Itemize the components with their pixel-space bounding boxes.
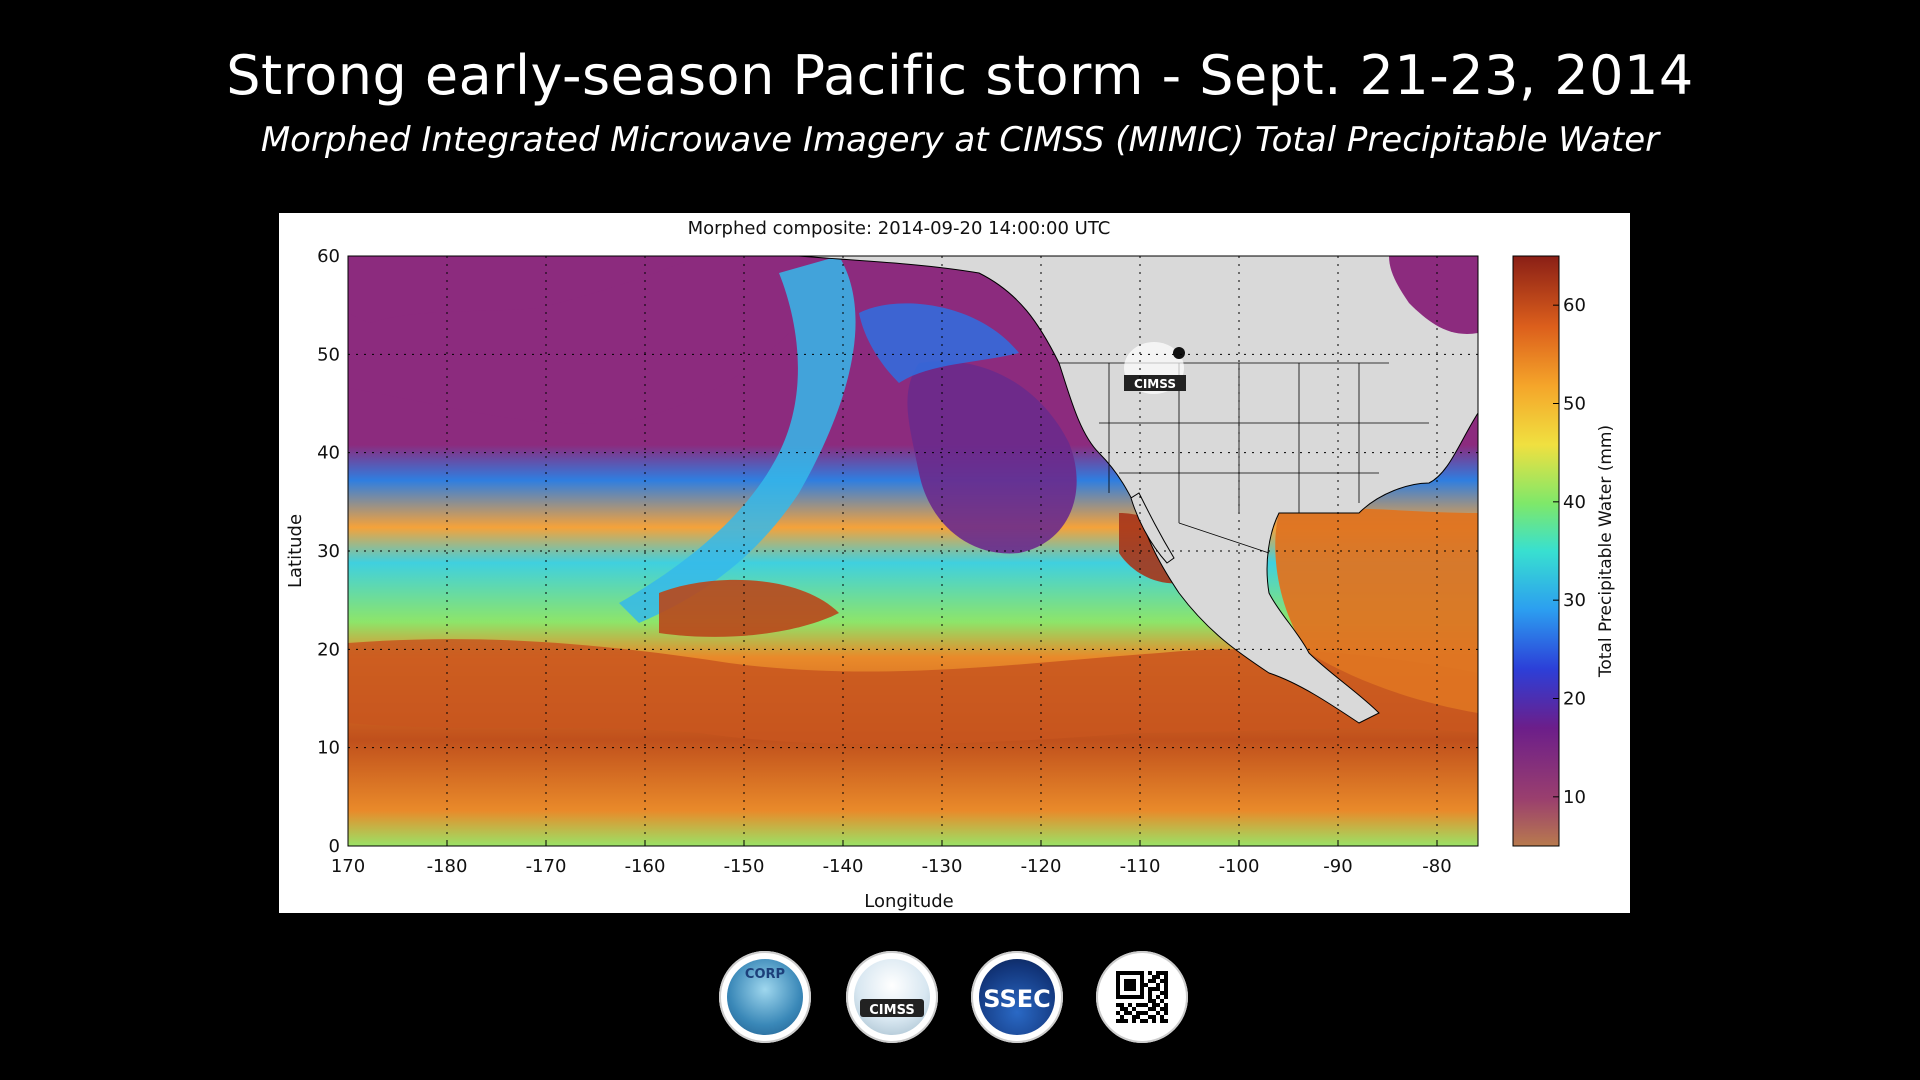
x-tick-label: -100	[1219, 856, 1260, 877]
x-tick-label: -160	[625, 856, 666, 877]
land-north-america	[798, 256, 1478, 724]
moisture-plume	[619, 256, 856, 623]
itcz-moisture	[348, 639, 1478, 745]
colorbar-tick-label: 50	[1563, 394, 1586, 415]
cimss-logo[interactable]: CIMSS	[846, 951, 938, 1043]
colorbar-tick-label: 60	[1563, 295, 1586, 316]
land-baja	[1130, 492, 1175, 564]
qr-code-icon	[1116, 971, 1168, 1023]
y-tick-label: 60	[317, 246, 340, 267]
y-axis-label: Latitude	[285, 514, 306, 588]
colorbar-tick-label: 30	[1563, 590, 1586, 611]
x-tick-label: -150	[724, 856, 765, 877]
y-tick-label: 0	[329, 836, 340, 857]
political-borders	[1059, 362, 1429, 554]
slide-subtitle: Morphed Integrated Microwave Imagery at …	[260, 120, 1660, 160]
colorbar-ticks: 60 50 40 30 20 10	[1553, 295, 1586, 808]
x-tick-label: -140	[823, 856, 864, 877]
logo-bar: CORP CIMSS SSEC	[0, 951, 1920, 1043]
map-title: Morphed composite: 2014-09-20 14:00:00 U…	[688, 218, 1111, 239]
colorbar	[1512, 255, 1560, 847]
longitude-ticks: 170 -180 -170 -160 -150 -140 -130 -120 -110 -100 -…	[331, 840, 1452, 877]
x-tick-label: -170	[526, 856, 567, 877]
x-tick-label: -120	[1021, 856, 1062, 877]
cimss-logo-badge	[854, 959, 930, 1035]
corp-logo[interactable]: CORP	[719, 951, 811, 1043]
alaska-region	[348, 256, 699, 323]
colorbar-tick-label: 40	[1563, 492, 1586, 513]
tpw-map-svg: Morphed composite: 2014-09-20 14:00:00 U…	[285, 218, 1616, 912]
subtropical-moisture	[659, 579, 839, 637]
y-tick-label: 30	[317, 541, 340, 562]
colorbar-tick-label: 10	[1563, 787, 1586, 808]
cimss-logo-band	[860, 999, 924, 1017]
y-tick-label: 40	[317, 443, 340, 464]
map-frame	[347, 255, 1479, 847]
corp-logo-text: CORP	[744, 967, 786, 982]
ssec-logo-badge	[979, 959, 1055, 1035]
x-tick-label: -180	[427, 856, 468, 877]
cimss-watermark: CIMSS	[1124, 342, 1186, 394]
x-tick-label: -130	[922, 856, 963, 877]
x-axis-label: Longitude	[864, 891, 954, 912]
northeast-dry	[1389, 256, 1478, 334]
x-tick-label: -90	[1323, 856, 1352, 877]
map-field: CIMSS	[348, 256, 1478, 846]
ssec-logo[interactable]: SSEC	[971, 951, 1063, 1043]
cimss-logo-text: CIMSS	[869, 1003, 915, 1018]
y-tick-label: 10	[317, 738, 340, 759]
blue-arc	[859, 303, 1019, 383]
x-tick-label: -80	[1422, 856, 1451, 877]
corp-logo-badge	[727, 959, 803, 1035]
x-tick-label: -110	[1120, 856, 1161, 877]
y-tick-label: 50	[317, 344, 340, 365]
watermark-text: CIMSS	[1134, 377, 1176, 391]
colorbar-tick-label: 20	[1563, 689, 1586, 710]
tpw-map-figure: Morphed composite: 2014-09-20 14:00:00 U…	[279, 213, 1630, 913]
ssec-logo-text: SSEC	[983, 985, 1051, 1013]
gulf-moisture	[1275, 508, 1478, 713]
x-tick-label: 170	[331, 856, 365, 877]
slide-title: Strong early-season Pacific storm - Sept…	[226, 44, 1694, 107]
cutoff-low	[907, 361, 1077, 554]
qr-code[interactable]	[1096, 951, 1188, 1043]
colorbar-label: Total Precipitable Water (mm)	[1596, 425, 1616, 678]
latitude-ticks: 60 50 40 30 20 10 0	[317, 246, 340, 857]
y-tick-label: 20	[317, 639, 340, 660]
